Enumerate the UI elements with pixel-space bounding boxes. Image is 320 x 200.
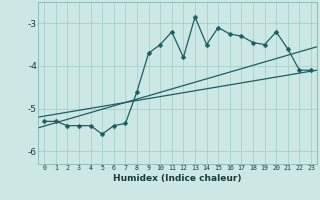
X-axis label: Humidex (Indice chaleur): Humidex (Indice chaleur) [113,174,242,183]
